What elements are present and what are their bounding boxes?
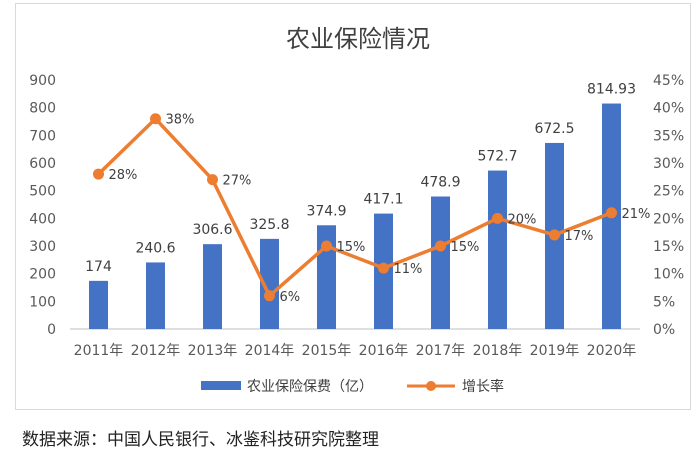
legend-label-line: 增长率: [462, 378, 504, 395]
y-right-tick-label: 15%: [653, 239, 684, 255]
bar: [203, 244, 222, 329]
line-marker: [549, 229, 560, 241]
bar-data-label: 240.6: [135, 240, 175, 256]
line-series: 28% 38% 27% 6% 15% 11% 15% 20% 17% 21%: [93, 113, 650, 305]
bar-data-label: 478.9: [420, 175, 460, 191]
line-data-label: 11%: [394, 262, 423, 277]
y-left-tick-label: 100: [29, 294, 56, 310]
line-marker: [264, 290, 275, 302]
bar-data-label: 672.5: [534, 121, 574, 137]
line-marker: [435, 240, 446, 252]
line-data-label: 28%: [109, 168, 138, 183]
y-left-tick-label: 300: [29, 239, 56, 255]
bar-data-label: 572.7: [477, 149, 517, 165]
x-tick-label: 2015年: [302, 343, 352, 359]
bar-data-label: 814.93: [587, 82, 636, 98]
line-data-label: 21%: [622, 207, 651, 222]
bar-series: [89, 103, 621, 329]
chart-title: 农业保险情况: [286, 25, 430, 53]
line-data-label: 27%: [223, 174, 252, 189]
y-right-tick-label: 5%: [653, 294, 675, 310]
growth-line: [97, 116, 613, 298]
bar-data-label: 325.8: [249, 217, 289, 233]
bar: [146, 262, 165, 329]
chart-frame: [15, 3, 691, 410]
x-tick-label: 2019年: [530, 343, 580, 359]
y-right-tick-label: 25%: [653, 184, 684, 200]
x-tick-label: 2011年: [74, 343, 124, 359]
line-marker: [492, 212, 503, 224]
bar: [260, 238, 279, 329]
x-tick-label: 2017年: [416, 343, 466, 359]
x-tick-label: 2016年: [359, 343, 409, 359]
y-right-tick-label: 0%: [653, 322, 675, 338]
y-left-tick-label: 200: [29, 267, 56, 283]
y-left-tick-label: 600: [29, 156, 56, 172]
bar-data-label: 374.9: [306, 203, 346, 219]
bar-data-label: 417.1: [363, 192, 403, 208]
line-data-label: 15%: [451, 240, 480, 255]
bar-data-labels: 174 240.6 306.6 325.8 374.9 417.1 478.9 572.7 67…: [85, 82, 636, 275]
line-data-label: 17%: [565, 229, 594, 244]
y-left-tick-label: 0: [47, 322, 56, 338]
bar: [89, 280, 108, 329]
line-marker: [378, 262, 389, 274]
y-right-tick-label: 35%: [653, 128, 684, 144]
y-axis-right: 0% 5% 10% 15% 20% 25% 30% 35% 40% 45%: [653, 73, 684, 338]
line-marker: [150, 113, 161, 125]
line-data-label: 6%: [280, 290, 301, 305]
x-tick-label: 2012年: [131, 343, 181, 359]
y-right-tick-label: 10%: [653, 267, 684, 283]
y-right-tick-label: 45%: [653, 73, 684, 89]
line-data-label: 38%: [166, 113, 195, 128]
line-marker: [321, 240, 332, 252]
y-axis-left: 0 100 200 300 400 500 600 700 800 900: [29, 73, 56, 338]
bar: [431, 196, 450, 329]
y-right-tick-label: 20%: [653, 211, 684, 227]
y-right-tick-label: 40%: [653, 101, 684, 117]
x-axis: 2011年 2012年 2013年 2014年 2015年 2016年 2017年 2018年…: [74, 343, 637, 359]
line-marker: [606, 207, 617, 219]
bar: [488, 170, 507, 329]
legend-label-bar: 农业保险保费（亿）: [247, 379, 373, 395]
source-note: 数据来源：中国人民银行、冰鉴科技研究院整理: [22, 430, 379, 450]
line-marker: [207, 174, 218, 186]
bar-data-label: 306.6: [192, 222, 232, 238]
y-left-tick-label: 900: [29, 73, 56, 89]
legend: 农业保险保费（亿） 增长率: [201, 378, 504, 395]
y-left-tick-label: 500: [29, 184, 56, 200]
y-left-tick-label: 400: [29, 211, 56, 227]
y-right-tick-label: 30%: [653, 156, 684, 172]
x-tick-label: 2018年: [473, 343, 523, 359]
line-data-label: 20%: [508, 212, 537, 227]
bar-data-label: 174: [85, 259, 112, 275]
line-data-label: 15%: [337, 240, 366, 255]
legend-swatch-marker: [426, 381, 436, 391]
y-left-tick-label: 800: [29, 101, 56, 117]
legend-swatch-bar: [201, 381, 241, 390]
x-tick-label: 2013年: [188, 343, 238, 359]
line-marker: [93, 168, 104, 180]
x-tick-label: 2020年: [587, 343, 637, 359]
x-tick-label: 2014年: [245, 343, 295, 359]
y-left-tick-label: 700: [29, 128, 56, 144]
